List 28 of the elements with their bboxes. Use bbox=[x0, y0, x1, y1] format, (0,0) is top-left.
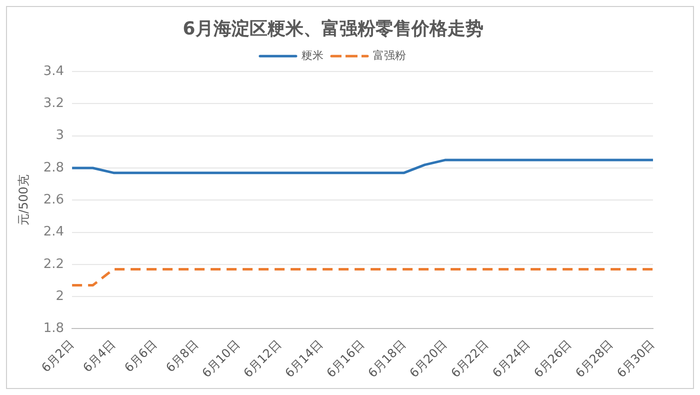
x-tick-label: 6月10日 bbox=[199, 337, 242, 380]
x-tick-label: 6月6日 bbox=[122, 337, 160, 375]
x-tick-label: 6月14日 bbox=[282, 337, 326, 380]
x-tick-label: 6月4日 bbox=[80, 337, 118, 375]
x-tick-label: 6月20日 bbox=[406, 337, 450, 380]
x-tick-label: 6月28日 bbox=[572, 337, 616, 380]
y-tick-label: 3.4 bbox=[43, 64, 64, 79]
x-tick-label: 6月12日 bbox=[240, 337, 284, 380]
y-tick-label: 2.8 bbox=[43, 160, 64, 176]
x-tick-label: 6月18日 bbox=[365, 337, 408, 380]
x-tick-label: 6月30日 bbox=[614, 337, 658, 380]
y-tick-label: 2.4 bbox=[43, 224, 64, 240]
legend-label: 富强粉 bbox=[373, 48, 406, 62]
x-tick-label: 6月16日 bbox=[324, 337, 367, 380]
x-tick-label: 6月24日 bbox=[490, 337, 533, 380]
chart-title: 6月海淀区粳米、富强粉零售价格走势 bbox=[182, 18, 484, 40]
x-tick-label: 6月8日 bbox=[163, 337, 201, 375]
y-tick-label: 2.2 bbox=[43, 256, 64, 272]
y-tick-label: 3.2 bbox=[43, 96, 64, 112]
y-tick-label: 2.6 bbox=[43, 192, 64, 208]
legend-label: 粳米 bbox=[302, 48, 324, 62]
y-tick-label: 1.8 bbox=[43, 321, 64, 336]
y-tick-label: 2 bbox=[56, 288, 64, 304]
x-tick-label: 6月22日 bbox=[448, 337, 492, 380]
y-tick-label: 3 bbox=[56, 128, 64, 144]
y-axis-title: 元/500克 bbox=[16, 174, 30, 226]
x-tick-label: 6月2日 bbox=[38, 337, 76, 375]
x-tick-label: 6月26日 bbox=[531, 337, 574, 380]
